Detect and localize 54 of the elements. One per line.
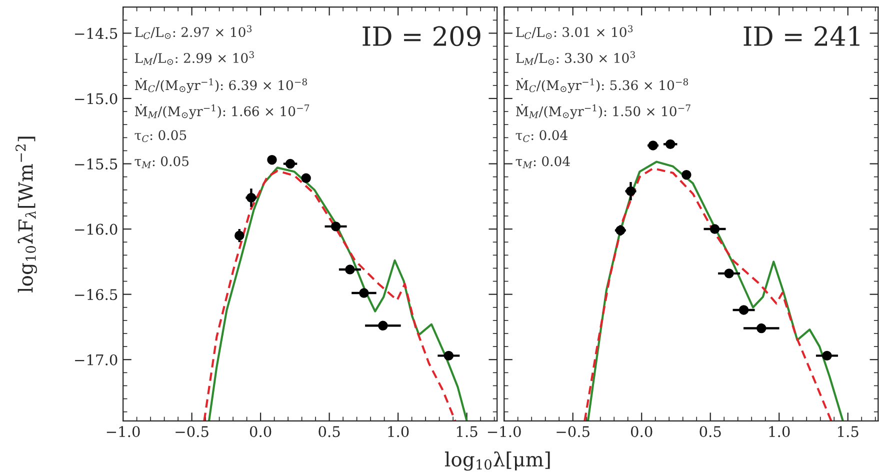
annotation: τ$_{C}$: 0.05 bbox=[134, 130, 186, 142]
annotation: τ$_{M}$: 0.05 bbox=[134, 156, 188, 168]
y-tick-label: −17.0 bbox=[75, 354, 118, 366]
point bbox=[301, 173, 311, 183]
annotation: Ṁ$_{M}$/(M$_{⊙}$yr$^{−1}$): 1.50 × 10$^{−7}$ bbox=[516, 104, 690, 119]
x-tick-label: 0.0 bbox=[250, 426, 272, 438]
y-tick-label: −16.5 bbox=[75, 289, 118, 300]
x-tick-label: −1.0 bbox=[106, 426, 140, 438]
point bbox=[710, 224, 720, 234]
point bbox=[246, 192, 256, 203]
x-tick-label: 1.5 bbox=[457, 426, 478, 438]
point bbox=[234, 230, 244, 240]
point bbox=[359, 288, 369, 298]
point bbox=[822, 350, 832, 361]
point bbox=[330, 222, 341, 232]
x-tick-label: −1.0 bbox=[488, 426, 521, 438]
x-axis-title: log$_{10}$λ[μm] bbox=[445, 451, 550, 471]
y-tick-label: −16.0 bbox=[75, 224, 118, 235]
x-tick-label: 1.5 bbox=[838, 426, 858, 438]
point bbox=[616, 225, 626, 236]
annotation: τ$_{C}$: 0.04 bbox=[516, 130, 568, 142]
x-tick-label: 1.0 bbox=[388, 426, 409, 438]
x-tick-label: −0.5 bbox=[176, 426, 208, 438]
x-tick-label: 0.5 bbox=[318, 426, 340, 438]
text: ID = 241 bbox=[744, 26, 860, 46]
y-tick-label: −15.5 bbox=[75, 158, 118, 170]
annotation: L$_{C}$/L$_{⊙}$: 2.97 × 10$^{3}$ bbox=[135, 25, 252, 40]
y-tick-label: −15.0 bbox=[75, 93, 118, 104]
annotation: Ṁ$_{C}$/(M$_{⊙}$yr$^{−1}$): 6.39 × 10$^{−8}$ bbox=[134, 78, 307, 93]
x-tick-label: 0.5 bbox=[700, 426, 721, 438]
point bbox=[665, 139, 676, 150]
point bbox=[724, 268, 734, 278]
point bbox=[444, 350, 454, 361]
point bbox=[648, 140, 658, 150]
point bbox=[756, 323, 766, 334]
x-tick-label: 0.0 bbox=[630, 426, 652, 438]
point bbox=[378, 320, 388, 331]
annotation: L$_{M}$/L$_{⊙}$: 2.99 × 10$^{3}$ bbox=[135, 51, 254, 65]
x-tick-label: 1.0 bbox=[769, 426, 790, 438]
point bbox=[285, 158, 296, 169]
annotation: L$_{C}$/L$_{⊙}$: 3.01 × 10$^{3}$ bbox=[516, 25, 633, 40]
x-tick-label: −0.5 bbox=[556, 426, 590, 438]
annotation: τ$_{M}$: 0.04 bbox=[516, 156, 570, 168]
annotation: Ṁ$_{C}$/(M$_{⊙}$yr$^{−1}$): 5.36 × 10$^{−8}$ bbox=[516, 78, 688, 93]
point bbox=[626, 186, 636, 196]
point bbox=[267, 154, 277, 165]
text: ID = 209 bbox=[362, 26, 480, 46]
point bbox=[738, 305, 749, 315]
y-tick-label: −14.5 bbox=[75, 28, 118, 39]
point bbox=[345, 264, 355, 274]
y-axis-title: log$_{10}$λF$_{λ}$[Wm$^{−2}$] bbox=[15, 136, 37, 292]
annotation: Ṁ$_{M}$/(M$_{⊙}$yr$^{−1}$): 1.66 × 10$^{−7}$ bbox=[134, 104, 310, 119]
annotation: L$_{M}$/L$_{⊙}$: 3.30 × 10$^{3}$ bbox=[516, 51, 635, 65]
point bbox=[682, 170, 692, 180]
